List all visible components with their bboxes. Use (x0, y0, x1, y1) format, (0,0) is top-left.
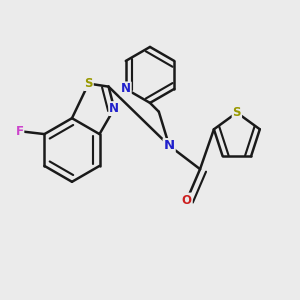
Text: F: F (15, 125, 23, 138)
Text: N: N (164, 139, 175, 152)
Text: N: N (109, 102, 119, 115)
Text: S: S (232, 106, 241, 119)
Text: N: N (121, 82, 131, 95)
Text: O: O (182, 194, 192, 207)
Text: S: S (84, 77, 93, 90)
